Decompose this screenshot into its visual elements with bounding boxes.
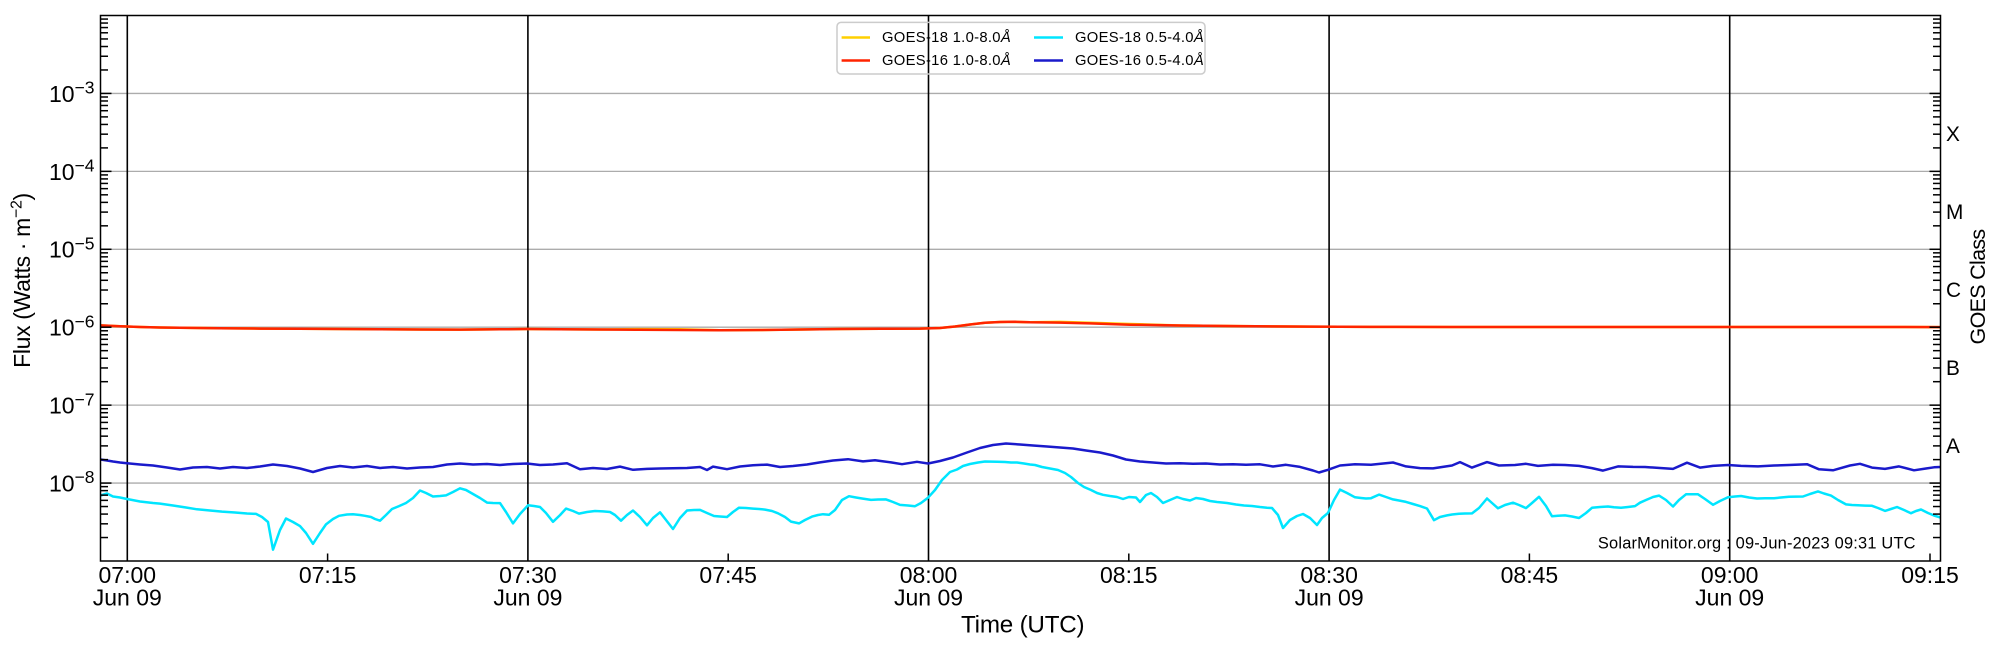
svg-text:10−6: 10−6 [49, 311, 95, 340]
svg-text:GOES-18 1.0-8.0Å: GOES-18 1.0-8.0Å [882, 29, 1011, 46]
svg-text:07:00: 07:00 [99, 562, 157, 588]
svg-text:X: X [1946, 123, 1960, 146]
svg-text:GOES Class: GOES Class [1966, 230, 1990, 345]
svg-text:Jun 09: Jun 09 [1695, 584, 1764, 610]
svg-text:Jun 09: Jun 09 [894, 584, 963, 610]
svg-text:C: C [1946, 279, 1961, 302]
svg-text:M: M [1946, 201, 1963, 224]
svg-text:B: B [1946, 357, 1960, 380]
svg-text:08:30: 08:30 [1300, 562, 1358, 588]
svg-text:07:15: 07:15 [299, 562, 357, 588]
svg-text:08:00: 08:00 [900, 562, 958, 588]
svg-text:GOES-18 0.5-4.0Å: GOES-18 0.5-4.0Å [1075, 29, 1204, 46]
svg-text:07:30: 07:30 [499, 562, 557, 588]
svg-text:09:00: 09:00 [1701, 562, 1759, 588]
svg-text:Jun 09: Jun 09 [93, 584, 162, 610]
svg-text:08:45: 08:45 [1501, 562, 1559, 588]
svg-text:GOES-16 0.5-4.0Å: GOES-16 0.5-4.0Å [1075, 52, 1204, 69]
svg-text:Jun 09: Jun 09 [493, 584, 562, 610]
svg-text:08:15: 08:15 [1100, 562, 1158, 588]
svg-text:07:45: 07:45 [699, 562, 757, 588]
svg-text:09:15: 09:15 [1901, 562, 1959, 588]
svg-text:Flux (Watts · m−2): Flux (Watts · m−2) [9, 193, 36, 368]
svg-text:GOES-16 1.0-8.0Å: GOES-16 1.0-8.0Å [882, 52, 1011, 69]
svg-text:SolarMonitor.org : 09-Jun-2023: SolarMonitor.org : 09-Jun-2023 09:31 UTC [1598, 535, 1916, 553]
svg-text:A: A [1946, 435, 1960, 458]
svg-text:Jun 09: Jun 09 [1295, 584, 1364, 610]
svg-text:Time (UTC): Time (UTC) [961, 611, 1084, 638]
